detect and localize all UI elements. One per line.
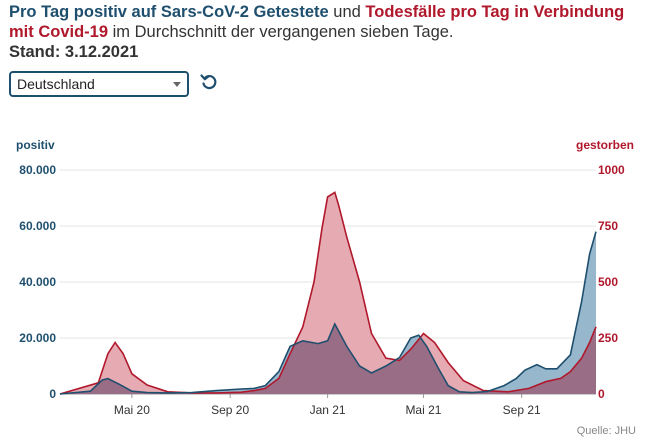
left-tick-label: 40.000 (19, 275, 56, 289)
x-tick-label: Sep 20 (211, 403, 249, 417)
right-axis-title: gestorben (575, 138, 634, 152)
chevron-down-icon (173, 82, 181, 87)
x-tick-label: Mai 20 (114, 403, 150, 417)
left-tick-label: 60.000 (19, 219, 56, 233)
right-tick-label: 1000 (598, 163, 625, 177)
deaths-line (59, 191, 597, 395)
headline-stand: Stand: 3.12.2021 (9, 43, 139, 61)
left-tick-label: 20.000 (19, 331, 56, 345)
chart-headline: Pro Tag positiv auf Sars-CoV-2 Getestete… (9, 2, 639, 62)
chart-areas (59, 191, 597, 395)
reset-icon[interactable] (199, 72, 219, 92)
x-tick-label: Sep 21 (503, 403, 541, 417)
left-tick-label: 0 (49, 387, 56, 401)
left-axis-title: positiv (16, 138, 55, 152)
headline-deaths: Todesfälle pro Tag in Verbindung mit Cov… (9, 3, 625, 41)
left-tick-label: 80.000 (19, 163, 56, 177)
right-tick-label: 500 (598, 275, 618, 289)
positive-line (59, 231, 597, 395)
right-tick-label: 250 (598, 331, 618, 345)
deaths-area (60, 192, 596, 394)
chart-ticks: 80.000 1000 60.000 750 40.000 500 20.000 250 0 0 M… (19, 163, 625, 417)
region-select-value: Deutschland (17, 76, 95, 92)
x-tick-label: Mai 21 (405, 403, 441, 417)
region-select[interactable]: Deutschland (9, 71, 189, 97)
x-tick-label: Jan 21 (310, 403, 346, 417)
headline-and: und (328, 3, 366, 21)
headline-average: im Durchschnitt der vergangenen sieben T… (108, 23, 454, 41)
headline-positive: Pro Tag positiv auf Sars-CoV-2 Getestete (9, 3, 329, 21)
source-note: Quelle: JHU (576, 425, 636, 437)
right-tick-label: 0 (598, 387, 605, 401)
right-tick-label: 750 (598, 219, 618, 233)
